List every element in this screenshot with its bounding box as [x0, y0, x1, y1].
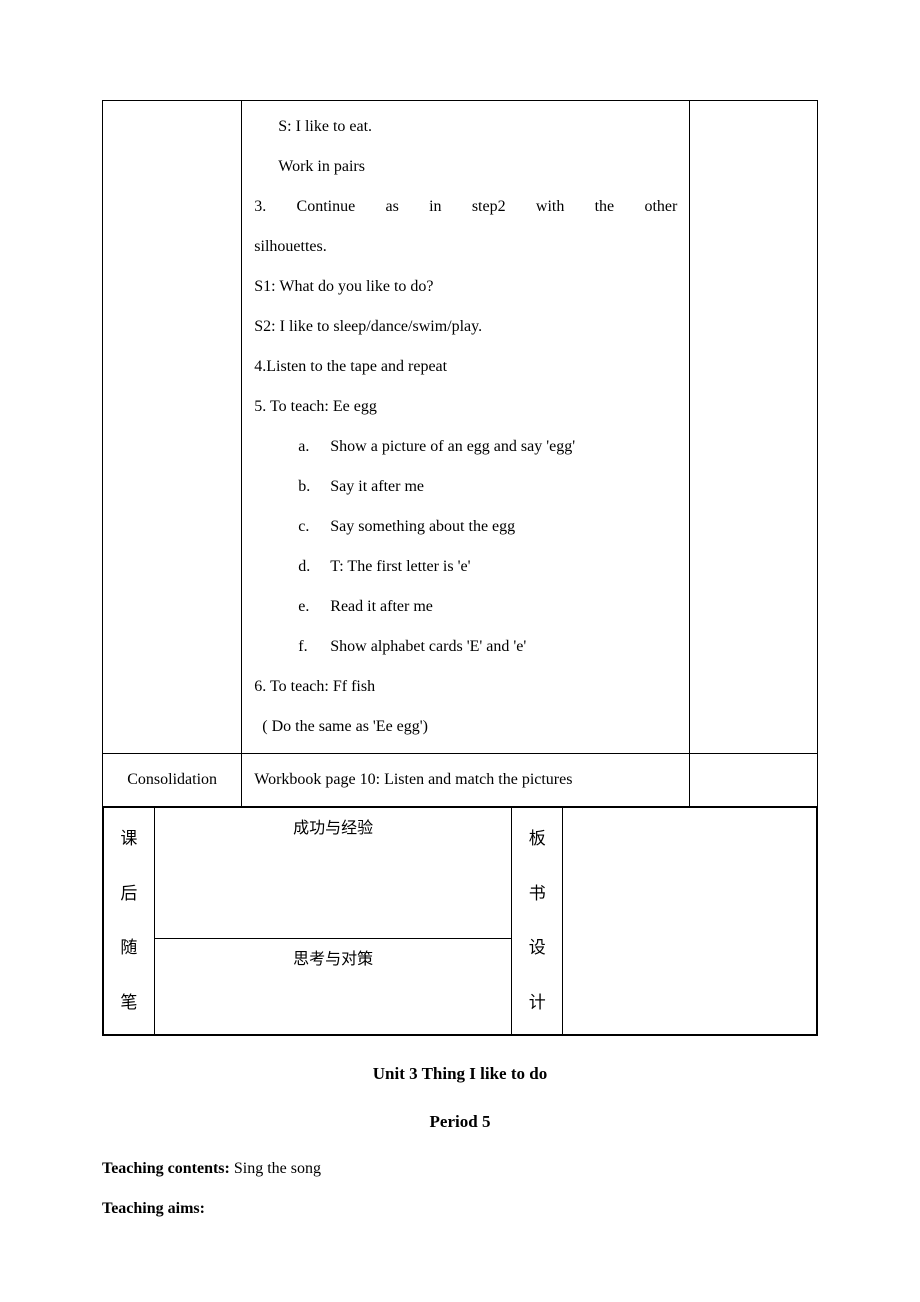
- sub-step: c. Say something about the egg: [298, 507, 677, 547]
- unit-title: Unit 3 Thing I like to do: [102, 1064, 818, 1084]
- sub-letter: b.: [298, 467, 312, 507]
- consolidation-right: [690, 754, 818, 807]
- teaching-steps: S: I like to eat. Work in pairs 3. Conti…: [254, 107, 677, 747]
- left-vertical-label: 课 后 随 笔: [104, 808, 155, 1035]
- lesson-plan-table: S: I like to eat. Work in pairs 3. Conti…: [102, 100, 818, 1036]
- sub-letter: d.: [298, 547, 312, 587]
- consolidation-label: Consolidation: [103, 754, 242, 807]
- sub-text: Show alphabet cards 'E' and 'e': [330, 627, 526, 667]
- teaching-contents-text: Sing the song: [234, 1160, 321, 1177]
- sub-text: Say something about the egg: [330, 507, 515, 547]
- line: Work in pairs: [254, 147, 677, 187]
- teaching-contents-label: Teaching contents:: [102, 1160, 234, 1177]
- reflection-inner-table: 课 后 随 笔 成功与经验 板 书: [103, 807, 817, 1035]
- sub-step: b. Say it after me: [298, 467, 677, 507]
- sub-text: Say it after me: [330, 467, 424, 507]
- teaching-contents-line: Teaching contents: Sing the song: [102, 1160, 818, 1178]
- line: S: I like to eat.: [254, 107, 677, 147]
- teaching-aims-line: Teaching aims:: [102, 1200, 818, 1218]
- period-title: Period 5: [102, 1112, 818, 1132]
- row1-label-cell: [103, 101, 242, 754]
- sub-text: Read it after me: [330, 587, 433, 627]
- sub-step: e. Read it after me: [298, 587, 677, 627]
- board-design-cell: [563, 808, 817, 1035]
- line: silhouettes.: [254, 227, 677, 267]
- sub-step: d. T: The first letter is 'e': [298, 547, 677, 587]
- line: 6. To teach: Ff fish: [254, 667, 677, 707]
- line: 3. Continue as in step2 with the other: [254, 187, 677, 227]
- line: S1: What do you like to do?: [254, 267, 677, 307]
- sub-letter: e.: [298, 587, 312, 627]
- sub-letter: c.: [298, 507, 312, 547]
- table-row: Consolidation Workbook page 10: Listen a…: [103, 754, 818, 807]
- table-row: 课 后 随 笔 成功与经验 板 书: [103, 807, 818, 1036]
- line: S2: I like to sleep/dance/swim/play.: [254, 307, 677, 347]
- sub-letter: f.: [298, 627, 312, 667]
- sub-step: f. Show alphabet cards 'E' and 'e': [298, 627, 677, 667]
- reflection-strategy-cell: 思考与对策: [154, 939, 512, 1035]
- row1-content-cell: S: I like to eat. Work in pairs 3. Conti…: [242, 101, 690, 754]
- right-vertical-label: 板 书 设 计: [512, 808, 563, 1035]
- document-page: S: I like to eat. Work in pairs 3. Conti…: [0, 0, 920, 1300]
- line: ( Do the same as 'Ee egg'): [254, 707, 677, 747]
- sub-text: Show a picture of an egg and say 'egg': [330, 427, 575, 467]
- success-experience-cell: 成功与经验: [154, 808, 512, 939]
- row1-right-cell: [690, 101, 818, 754]
- sub-steps: a. Show a picture of an egg and say 'egg…: [254, 427, 677, 667]
- line: 4.Listen to the tape and repeat: [254, 347, 677, 387]
- line: 5. To teach: Ee egg: [254, 387, 677, 427]
- sub-text: T: The first letter is 'e': [330, 547, 470, 587]
- teaching-aims-label: Teaching aims:: [102, 1200, 205, 1217]
- consolidation-content: Workbook page 10: Listen and match the p…: [242, 754, 690, 807]
- table-row: S: I like to eat. Work in pairs 3. Conti…: [103, 101, 818, 754]
- sub-step: a. Show a picture of an egg and say 'egg…: [298, 427, 677, 467]
- reflection-row: 课 后 随 笔 成功与经验 板 书: [103, 807, 818, 1036]
- sub-letter: a.: [298, 427, 312, 467]
